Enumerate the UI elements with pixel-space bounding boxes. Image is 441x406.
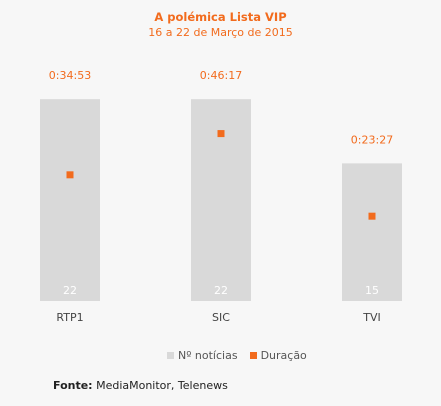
bar-value-label-rtp1: 22 (63, 284, 77, 297)
legend-label-duracao: Duração (260, 349, 307, 362)
source-text: MediaMonitor, Telenews (96, 379, 228, 392)
legend-label-noticias: Nº notícias (178, 349, 238, 362)
bar-rtp1 (40, 99, 100, 301)
duration-marker-sic (217, 130, 225, 138)
duration-marker-tvi (368, 212, 376, 220)
legend-item-noticias[interactable]: Nº notícias (167, 349, 238, 362)
chart-title: A polémica Lista VIP (154, 10, 287, 24)
bar-sic (191, 99, 251, 301)
source-label: Fonte: (53, 379, 93, 392)
bar-tvi (342, 163, 402, 301)
duration-label-tvi: 0:23:27 (351, 133, 393, 146)
bar-value-label-sic: 22 (214, 284, 228, 297)
duration-label-sic: 0:46:17 (200, 69, 242, 82)
legend-swatch-noticias (167, 352, 174, 359)
chart-subtitle: 16 a 22 de Março de 2015 (148, 26, 293, 39)
x-tick-label-sic: SIC (212, 311, 230, 324)
x-tick-label-tvi: TVI (362, 311, 381, 324)
duration-label-rtp1: 0:34:53 (49, 69, 91, 82)
source-note: Fonte: MediaMonitor, Telenews (53, 379, 228, 392)
bar-value-label-tvi: 15 (365, 284, 379, 297)
legend-item-duracao[interactable]: Duração (249, 349, 307, 362)
legend-swatch-duracao (249, 352, 257, 359)
duration-marker-rtp1 (66, 171, 74, 179)
legend: Nº notícias Duração (167, 349, 319, 362)
chart-plot: 22 0:34:53 RTP1 22 0:46:17 SIC 15 0:23:27 TVI (40, 69, 402, 324)
x-tick-label-rtp1: RTP1 (56, 311, 83, 324)
